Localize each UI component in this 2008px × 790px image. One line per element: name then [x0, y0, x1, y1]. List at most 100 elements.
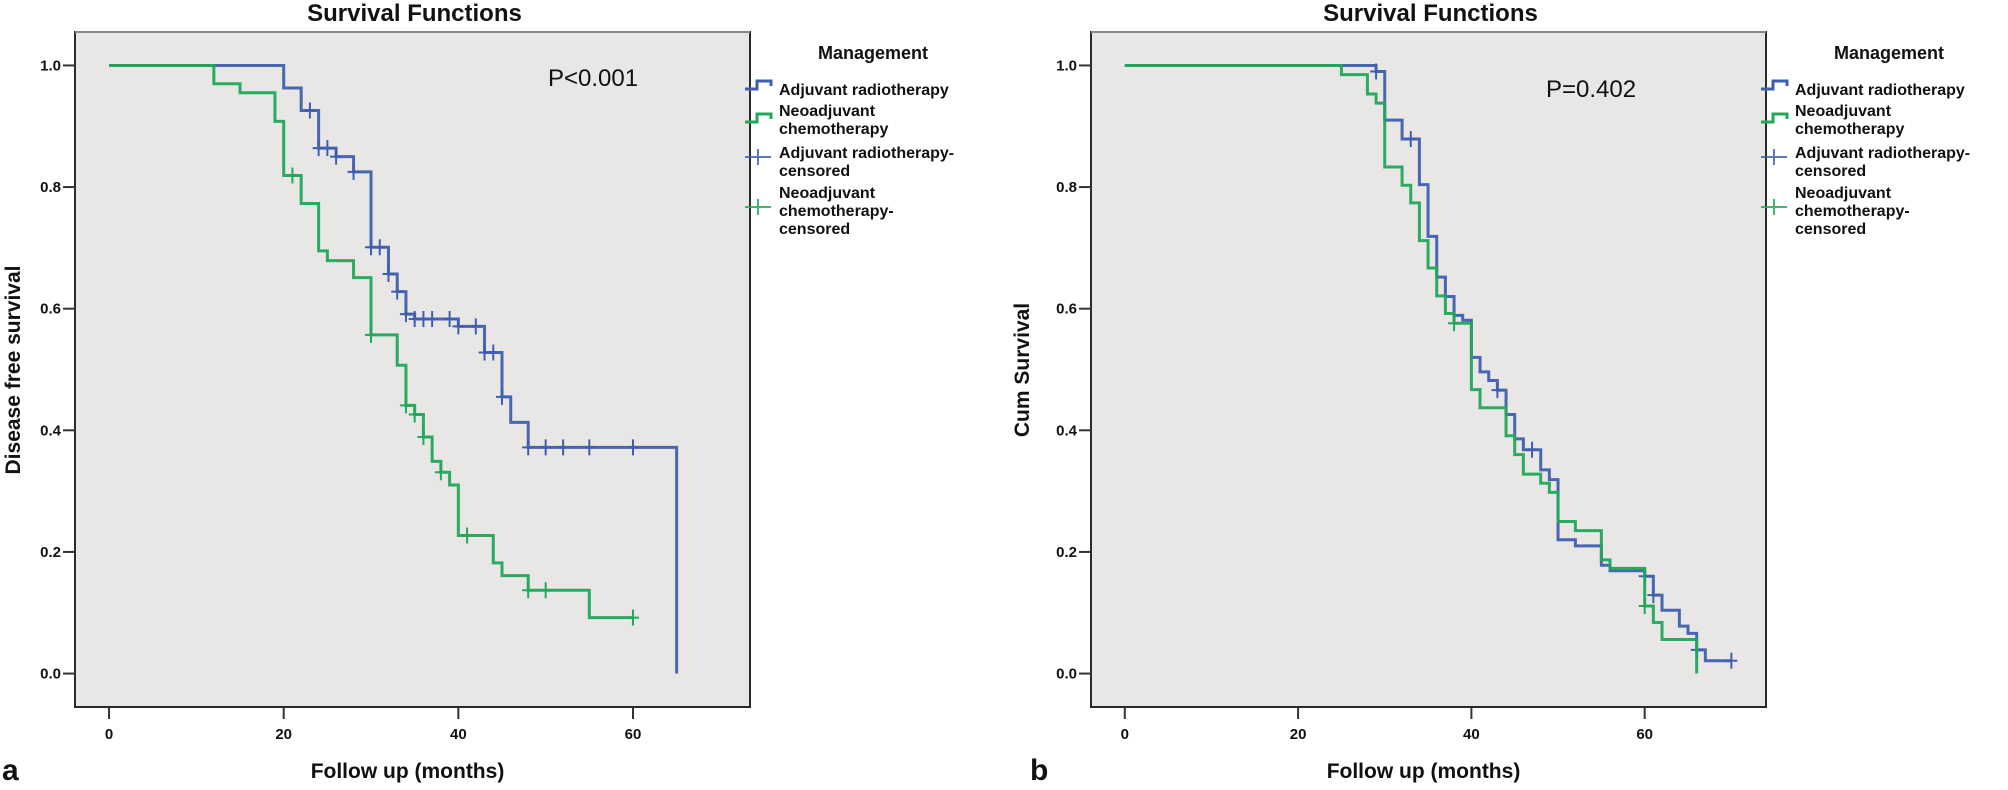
legend-label: chemotherapy — [779, 121, 888, 138]
legend-label: censored — [779, 163, 850, 180]
censor-mark — [408, 406, 421, 423]
panel-label: a — [2, 754, 19, 787]
censor-mark — [522, 582, 535, 599]
censor-mark — [1638, 598, 1651, 615]
legend-label: Neoadjuvant — [779, 185, 876, 202]
series-adjuvant — [109, 63, 679, 674]
series-adjuvant — [1124, 63, 1738, 669]
p-value-annotation: P<0.001 — [548, 65, 638, 92]
plot-area — [74, 31, 751, 708]
censor-mark — [469, 318, 482, 335]
y-tick-label: 0.4 — [40, 422, 62, 439]
chart-panel-a: Survival Functions 0.0 0.2 0.4 0.6 0.8 1.0 0 20 4… — [2, 0, 954, 787]
legend-label: Neoadjuvant — [1795, 185, 1892, 202]
legend-item: Adjuvant radiotherapy — [745, 79, 949, 99]
y-tick-label: 0.2 — [1056, 544, 1077, 561]
censor-mark — [399, 397, 412, 414]
x-tick-label: 40 — [1463, 726, 1480, 743]
censor-mark — [496, 388, 509, 405]
legend-label: Adjuvant radiotherapy — [779, 82, 949, 99]
legend-label: censored — [1795, 163, 1866, 180]
chart-title: Survival Functions — [307, 0, 522, 27]
censor-mark — [382, 266, 395, 283]
legend-item: Adjuvant radiotherapy-censored — [745, 145, 954, 180]
survival-curve-neoadjuvant — [1124, 63, 1699, 674]
x-axis-label: Follow up (months) — [1327, 760, 1521, 783]
y-axis-label: Cum Survival — [1011, 303, 1034, 437]
panel-label: b — [1030, 754, 1048, 787]
censor-mark — [347, 163, 360, 180]
legend-censor-symbol — [1761, 199, 1787, 215]
censor-mark — [1370, 63, 1383, 80]
censor-mark — [1448, 315, 1461, 332]
censor-mark — [391, 283, 404, 300]
x-tick-label: 20 — [275, 726, 292, 743]
legend-censor-symbol — [745, 149, 771, 165]
legend-label: Neoadjuvant — [779, 103, 876, 120]
legend-label: chemotherapy- — [779, 203, 894, 220]
x-tick-label: 60 — [625, 726, 642, 743]
censor-mark — [303, 102, 316, 119]
legend-title: Management — [1834, 43, 1944, 63]
y-tick-label: 0.0 — [1056, 666, 1077, 683]
legend-label: censored — [1795, 221, 1866, 238]
survival-curve-adjuvant — [1124, 63, 1732, 663]
legend: Management Adjuvant radiotherapy Neoadjuva… — [1761, 43, 1970, 238]
censor-mark — [557, 439, 570, 456]
chart-title: Survival Functions — [1323, 0, 1538, 27]
censor-mark — [539, 582, 552, 599]
legend-censor-symbol — [1761, 149, 1787, 165]
plot-area — [1090, 31, 1767, 708]
censor-mark — [1526, 441, 1539, 458]
legend-item: Adjuvant radiotherapy — [1761, 79, 1965, 99]
censor-mark — [626, 609, 639, 626]
x-tick-label: 20 — [1290, 726, 1307, 743]
survival-curve-neoadjuvant — [109, 63, 633, 620]
legend: Management Adjuvant radiotherapy Neoadjuva… — [745, 43, 954, 238]
legend-label: Adjuvant radiotherapy — [1795, 82, 1965, 99]
y-tick-label: 0.2 — [40, 544, 61, 561]
x-tick-label: 0 — [1121, 726, 1129, 743]
censor-mark — [1647, 587, 1660, 604]
x-axis-label: Follow up (months) — [311, 760, 505, 783]
x-tick-label: 60 — [1636, 726, 1653, 743]
censor-mark — [487, 344, 500, 361]
legend-step-symbol — [745, 79, 773, 91]
y-tick-label: 0.6 — [40, 301, 61, 318]
censor-mark — [626, 439, 639, 456]
censor-mark — [321, 140, 334, 157]
series-neoadjuvant — [1124, 63, 1699, 674]
x-tick-label: 40 — [450, 726, 467, 743]
y-tick-label: 0.4 — [1056, 422, 1078, 439]
series-neoadjuvant — [109, 63, 639, 626]
legend-label: chemotherapy- — [1795, 203, 1910, 220]
censor-mark — [286, 167, 299, 184]
censor-mark — [365, 326, 378, 343]
censor-mark — [443, 311, 456, 328]
legend-item: Adjuvant radiotherapy-censored — [1761, 145, 1970, 180]
y-tick-label: 0.8 — [40, 179, 61, 196]
legend-censor-symbol — [745, 199, 771, 215]
y-tick-label: 0.6 — [1056, 301, 1077, 318]
legend-label: Adjuvant radiotherapy- — [1795, 145, 1970, 162]
censor-mark — [1725, 652, 1738, 669]
censor-mark — [1491, 382, 1504, 399]
censor-mark — [399, 306, 412, 323]
y-tick-label: 1.0 — [40, 57, 61, 74]
legend-step-symbol — [1761, 112, 1789, 124]
censor-mark — [461, 527, 474, 544]
legend-step-symbol — [1761, 79, 1789, 91]
x-tick-label: 0 — [105, 726, 113, 743]
censor-mark — [1404, 131, 1417, 148]
censor-mark — [434, 464, 447, 481]
p-value-annotation: P=0.402 — [1546, 76, 1636, 103]
y-tick-label: 0.8 — [1056, 179, 1077, 196]
legend-label: chemotherapy — [1795, 121, 1904, 138]
legend-label: Adjuvant radiotherapy- — [779, 145, 954, 162]
censor-mark — [417, 429, 430, 445]
